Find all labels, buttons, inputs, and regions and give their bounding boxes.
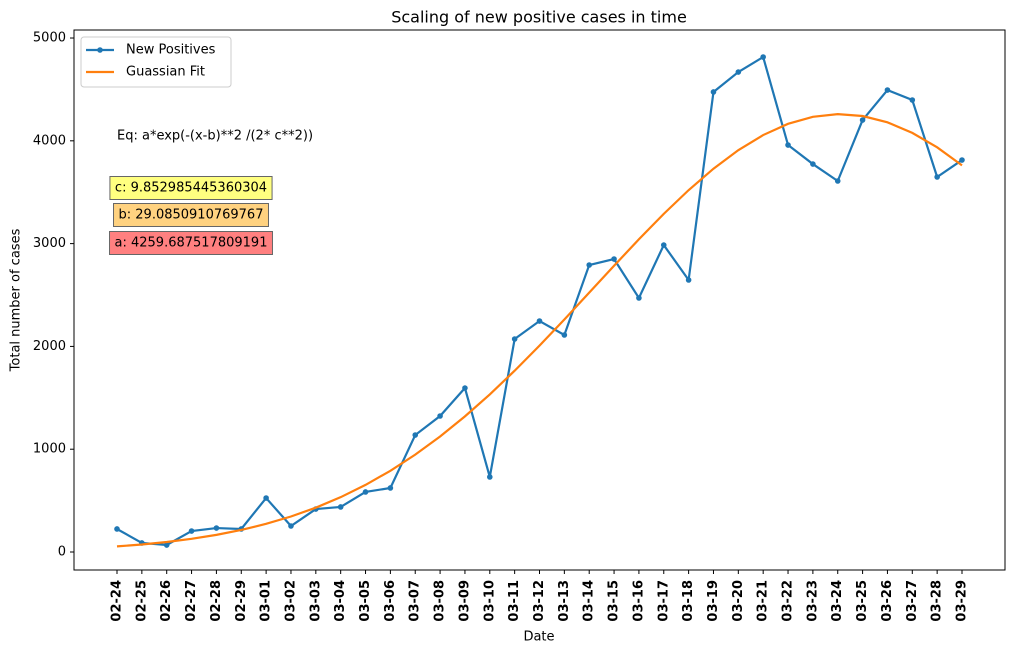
data-point — [163, 542, 170, 548]
plot-frame — [73, 29, 1006, 571]
legend-box — [80, 36, 232, 88]
x-tick-label: 02-25 — [134, 580, 149, 622]
data-point — [710, 89, 717, 95]
data-point — [934, 174, 940, 180]
x-tick-label: 03-02 — [283, 580, 298, 622]
chart-title: Scaling of new positive cases in time — [391, 8, 687, 27]
x-tick-label: 02-29 — [234, 580, 249, 622]
x-tick-label: 03-12 — [532, 580, 547, 622]
data-point — [462, 385, 468, 391]
x-tick-label: 03-23 — [805, 580, 820, 622]
x-axis-label: Date — [523, 630, 554, 645]
x-tick-label: 03-07 — [408, 580, 423, 622]
data-point — [412, 432, 419, 438]
x-tick-label: 03-25 — [855, 580, 870, 622]
x-tick-label: 03-29 — [955, 580, 970, 622]
x-tick-label: 03-24 — [830, 580, 845, 622]
annotation: c: 9.852985445360304 — [115, 181, 267, 196]
y-tick-label: 3000 — [33, 236, 66, 251]
x-tick-label: 03-09 — [457, 580, 472, 622]
x-tick-label: 03-27 — [905, 580, 920, 622]
data-point — [735, 69, 742, 75]
data-point — [685, 277, 692, 283]
data-point — [437, 413, 443, 419]
data-point — [114, 526, 120, 532]
data-point — [288, 523, 294, 529]
x-tick-label: 03-20 — [731, 580, 746, 622]
x-tick-label: 03-16 — [631, 580, 646, 622]
x-tick-label: 03-22 — [781, 580, 796, 622]
x-tick-label: 02-26 — [159, 580, 174, 622]
x-tick-label: 03-26 — [880, 580, 895, 622]
annotation: Eq: a*exp(-(x-b)**2 /(2* c**2)) — [117, 129, 313, 144]
x-tick-label: 03-06 — [383, 580, 398, 622]
data-point — [611, 256, 617, 262]
data-point — [834, 178, 841, 184]
legend-label: New Positives — [126, 43, 216, 58]
data-point — [859, 117, 866, 123]
data-point — [337, 504, 344, 510]
x-tick-label: 03-11 — [507, 580, 522, 622]
x-tick-label: 02-27 — [184, 580, 199, 622]
annotation: b: 29.0850910769767 — [119, 208, 264, 223]
x-tick-label: 03-14 — [582, 580, 597, 622]
data-point — [586, 262, 593, 268]
y-tick-label: 1000 — [33, 442, 66, 457]
data-point — [511, 336, 518, 342]
data-point — [387, 485, 394, 491]
annotation-box — [113, 203, 269, 227]
y-tick-label: 2000 — [33, 339, 66, 354]
data-point — [263, 495, 269, 501]
data-point — [785, 142, 791, 148]
x-tick-label: 03-08 — [433, 580, 448, 622]
x-tick-label: 03-05 — [358, 580, 373, 622]
x-tick-label: 03-28 — [930, 580, 945, 622]
x-tick-label: 03-21 — [756, 580, 771, 622]
y-tick-label: 4000 — [33, 133, 66, 148]
data-point — [188, 528, 195, 534]
data-point — [660, 242, 667, 248]
legend-label: Guassian Fit — [126, 65, 205, 80]
x-tick-label: 03-19 — [706, 580, 721, 622]
x-tick-label: 03-03 — [308, 580, 323, 622]
annotation: a: 4259.687517809191 — [115, 236, 268, 251]
data-point — [536, 318, 543, 324]
y-tick-label: 0 — [58, 545, 66, 560]
annotation-box — [109, 231, 273, 255]
x-tick-label: 03-13 — [557, 580, 572, 622]
legend-marker — [97, 47, 103, 53]
x-tick-label: 03-01 — [259, 580, 274, 622]
x-tick-label: 03-04 — [333, 580, 348, 622]
data-point — [486, 474, 493, 480]
x-tick-label: 02-24 — [110, 580, 125, 622]
data-point — [909, 97, 916, 103]
y-axis-label: Total number of cases — [9, 228, 24, 372]
x-tick-label: 03-17 — [656, 580, 671, 622]
series-line — [116, 113, 963, 548]
x-tick-label: 03-10 — [482, 580, 497, 622]
data-point — [213, 525, 220, 531]
data-point — [884, 87, 891, 93]
data-point — [760, 54, 766, 60]
x-tick-label: 03-18 — [681, 580, 696, 622]
x-tick-label: 03-15 — [607, 580, 622, 622]
data-point — [959, 157, 965, 163]
data-point — [362, 489, 369, 495]
data-point — [636, 295, 642, 301]
data-point — [561, 332, 568, 338]
data-point — [810, 161, 816, 167]
x-tick-label: 02-28 — [209, 580, 224, 622]
annotation-box — [109, 176, 273, 200]
y-tick-label: 5000 — [33, 31, 66, 46]
